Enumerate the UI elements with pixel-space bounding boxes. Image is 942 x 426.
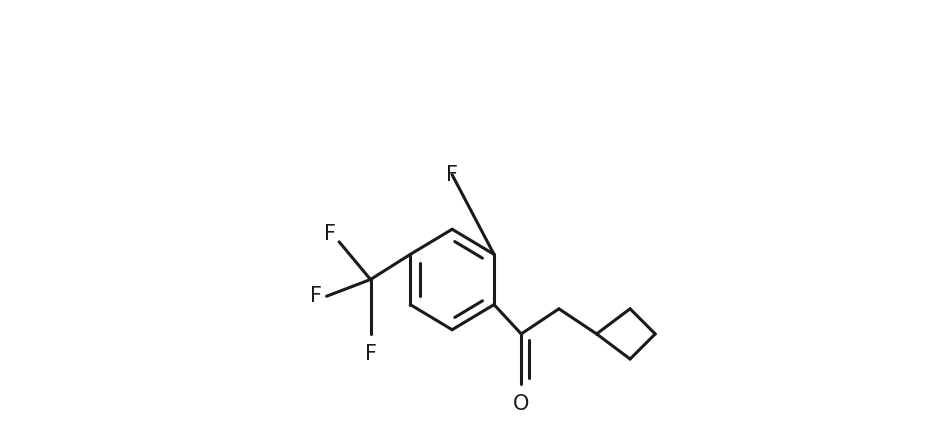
Text: F: F	[447, 165, 458, 185]
Text: O: O	[513, 394, 529, 413]
Text: F: F	[324, 223, 336, 243]
Text: F: F	[365, 343, 377, 363]
Text: F: F	[310, 285, 322, 305]
